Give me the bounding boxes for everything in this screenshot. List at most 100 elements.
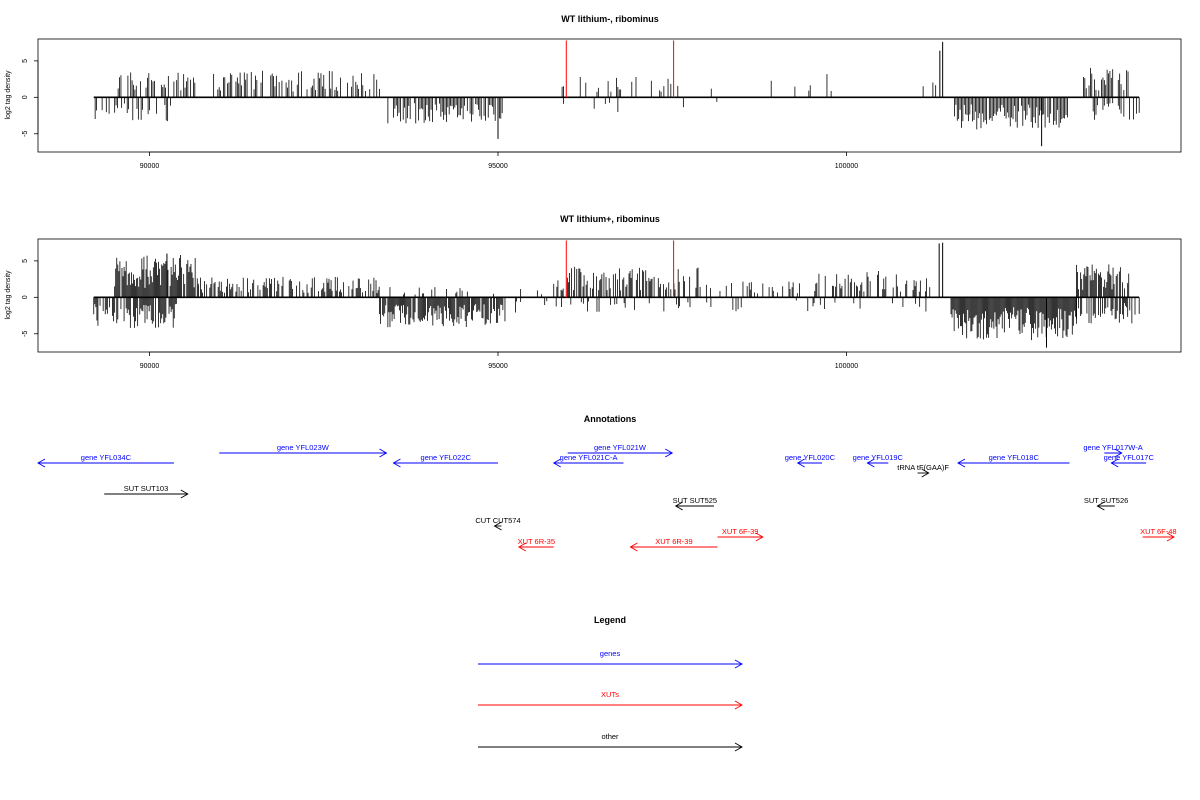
feature-arrowhead: [493, 521, 502, 531]
feature-arrowhead: [517, 542, 527, 552]
feature-arrowhead: [37, 458, 46, 468]
feature-label: gene YFL017W-A: [1083, 443, 1142, 452]
plot-frame: [37, 38, 1182, 153]
annotation-feature: XUT 6F-39: [717, 527, 764, 542]
y-tick-label: -5: [22, 331, 29, 337]
feature-label: XUT 6F-39: [722, 527, 759, 536]
x-tick-label: 100000: [835, 363, 858, 370]
x-tick-label: 90000: [140, 363, 160, 370]
feature-arrowhead: [392, 458, 401, 468]
feature-arrowhead: [665, 448, 674, 458]
feature-label: gene YFL023W: [277, 443, 330, 452]
annotation-feature: gene YFL022C: [392, 453, 498, 468]
annotation-feature: gene YFL017C: [1104, 453, 1155, 468]
annotation-feature: XUT 6R-35: [517, 537, 555, 552]
feature-label: gene YFL017C: [1104, 453, 1155, 462]
y-axis-label: log2 tag density: [5, 70, 12, 120]
annotation-feature: gene YFL017W-A: [1083, 443, 1143, 458]
legend-label: other: [601, 732, 619, 741]
feature-label: XUT 6R-35: [518, 537, 555, 546]
feature-arrowhead: [552, 458, 561, 468]
annotation-feature: SUT SUT103: [104, 484, 189, 499]
legend: Legend genes XUTs other: [478, 615, 743, 752]
panel-title: WT lithium+, ribominus: [560, 214, 660, 224]
feature-label: gene YFL021W: [594, 443, 647, 452]
y-tick-label: 0: [22, 95, 29, 99]
spike-bars: [166, 240, 1047, 348]
feature-arrowhead: [674, 501, 683, 511]
feature-label: SUT SUT103: [124, 484, 168, 493]
coverage-panel-lithium-minus: WT lithium-, ribominus -5 0 5 90000 95000 10…: [5, 14, 1182, 170]
coverage-bars: [93, 255, 1140, 341]
annotation-feature: gene YFL023W: [219, 443, 388, 458]
y-tick-label: 5: [22, 59, 29, 63]
feature-label: gene YFL019C: [853, 453, 904, 462]
annotation-feature: SUT SUT526: [1084, 496, 1128, 511]
feature-arrowhead: [629, 542, 638, 552]
x-axis: 90000 95000 100000: [140, 151, 858, 170]
panel-title: WT lithium-, ribominus: [561, 14, 659, 24]
annotation-feature: SUT SUT525: [673, 496, 717, 511]
spike-bars: [497, 40, 1043, 147]
feature-arrowhead: [1096, 501, 1105, 511]
x-tick-label: 100000: [835, 163, 858, 170]
feature-label: gene YFL020C: [785, 453, 836, 462]
legend-arrowhead: [734, 742, 743, 752]
feature-arrowhead: [1114, 448, 1123, 458]
legend-item: XUTs: [478, 690, 743, 710]
feature-arrowhead: [921, 468, 930, 478]
legend-label: genes: [600, 649, 621, 658]
legend-item: genes: [478, 649, 743, 669]
annotation-feature: gene YFL021C-A: [552, 453, 624, 468]
legend-label: XUTs: [601, 690, 619, 699]
y-tick-label: -5: [22, 131, 29, 137]
coverage-panel-lithium-plus: WT lithium+, ribominus -5 0 5 90000 95000 10…: [5, 214, 1182, 370]
feature-label: gene YFL021C-A: [560, 453, 618, 462]
feature-label: tRNA tF(GAA)F: [897, 463, 949, 472]
legend-item: other: [478, 732, 743, 752]
feature-label: gene YFL018C: [989, 453, 1040, 462]
x-tick-label: 95000: [488, 163, 508, 170]
coverage-bars: [93, 67, 1140, 130]
feature-arrowhead: [796, 458, 805, 468]
annotation-feature: gene YFL020C: [785, 453, 836, 468]
feature-arrowhead: [379, 448, 388, 458]
legend-arrowhead: [734, 659, 743, 669]
x-axis: 90000 95000 100000: [140, 351, 858, 370]
feature-label: SUT SUT526: [1084, 496, 1128, 505]
x-tick-label: 90000: [140, 163, 160, 170]
y-axis: -5 0 5: [22, 259, 39, 337]
y-tick-label: 0: [22, 295, 29, 299]
feature-label: XUT 6R-39: [655, 537, 692, 546]
y-tick-label: 5: [22, 259, 29, 263]
feature-arrowhead: [1110, 458, 1119, 468]
annotation-feature: gene YFL034C: [37, 453, 174, 468]
feature-arrowhead: [180, 489, 189, 499]
feature-arrowhead: [957, 458, 966, 468]
feature-label: XUT 6F-48: [1140, 527, 1177, 536]
annotation-feature: gene YFL019C: [853, 453, 904, 468]
feature-arrowhead: [1166, 532, 1175, 542]
x-tick-label: 95000: [488, 363, 508, 370]
feature-label: SUT SUT525: [673, 496, 717, 505]
legend-title: Legend: [594, 615, 626, 625]
annotations-title: Annotations: [584, 414, 637, 424]
annotation-feature: XUT 6F-48: [1140, 527, 1177, 542]
feature-label: gene YFL022C: [421, 453, 472, 462]
y-axis: -5 0 5: [22, 59, 39, 137]
y-axis-label: log2 tag density: [5, 270, 12, 320]
feature-arrowhead: [866, 458, 875, 468]
feature-label: CUT CUT574: [475, 516, 520, 525]
annotation-features: gene YFL034C gene YFL023W gene YFL022C gene…: [37, 443, 1177, 552]
annotation-feature: gene YFL018C: [957, 453, 1070, 468]
legend-arrowhead: [734, 700, 743, 710]
feature-arrowhead: [755, 532, 764, 542]
annotation-feature: XUT 6R-39: [629, 537, 718, 552]
annotation-feature: gene YFL021W: [567, 443, 674, 458]
feature-label: gene YFL034C: [81, 453, 132, 462]
annotation-feature: tRNA tF(GAA)F: [897, 463, 949, 478]
legend-items: genes XUTs other: [478, 649, 743, 752]
annotation-feature: CUT CUT574: [475, 516, 521, 531]
